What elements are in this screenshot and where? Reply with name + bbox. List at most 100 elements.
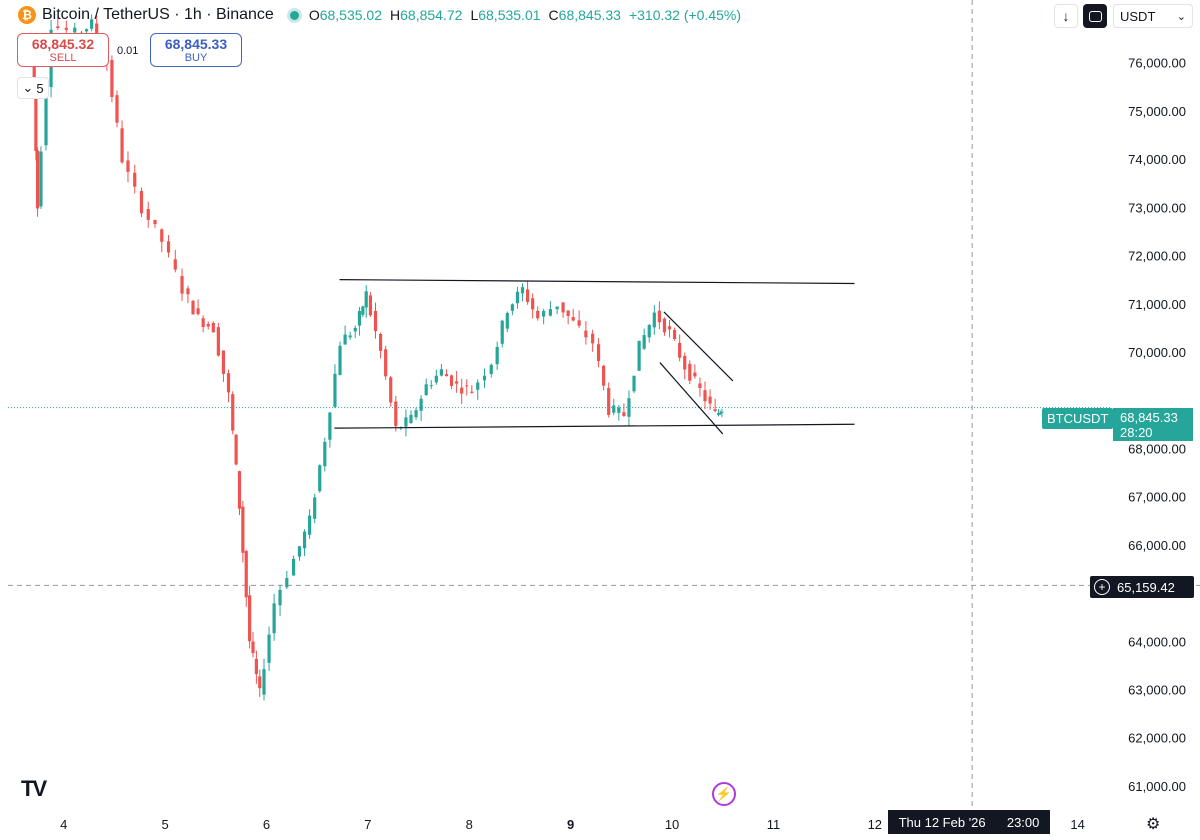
high-value: 68,854.72: [400, 7, 463, 23]
candle-body: [323, 441, 327, 467]
low-label: L: [470, 7, 479, 23]
candle-body: [302, 531, 307, 549]
candle-body: [713, 409, 717, 412]
candle-body: [591, 333, 595, 344]
candle-body: [566, 310, 570, 316]
candle-body: [602, 365, 606, 386]
y-tick-label: 67,000.00: [1128, 490, 1186, 505]
candle-body: [191, 300, 195, 315]
candle-body: [110, 60, 114, 98]
candle-body: [404, 417, 408, 427]
candle-body: [378, 333, 383, 351]
candle-body: [291, 558, 296, 576]
candle-body: [160, 229, 164, 242]
x-tick-label: 10: [665, 817, 679, 832]
download-arrow-button[interactable]: ↓: [1054, 4, 1078, 28]
currency-select[interactable]: USDT ⌄: [1113, 4, 1193, 28]
buy-label: BUY: [184, 51, 208, 64]
candle-body: [285, 578, 289, 588]
candle-body: [196, 308, 200, 315]
candle-body: [318, 465, 322, 492]
candle-body: [667, 326, 672, 330]
candle-body: [234, 434, 238, 465]
x-tick-label: 6: [263, 817, 270, 832]
indicators-collapse-button[interactable]: ⌄ 5: [17, 77, 49, 99]
candle-body: [133, 172, 137, 187]
change-value: +310.32 (+0.45%): [628, 7, 742, 23]
candle-body: [297, 546, 302, 557]
candle-body: [584, 330, 588, 338]
candle-body: [126, 160, 130, 172]
x-tick-label: 4: [60, 817, 67, 832]
channel-lower-line: [659, 362, 724, 435]
crosshair-price-value: 65,159.42: [1117, 579, 1175, 595]
market-open-dot-icon: [289, 10, 299, 20]
candle-body: [703, 390, 707, 402]
x-tick-label: 11: [767, 817, 781, 832]
x-tick-label: 12: [868, 817, 882, 832]
x-tick-label: 7: [364, 817, 371, 832]
candle-body: [139, 190, 144, 214]
y-tick-label: 73,000.00: [1128, 200, 1186, 215]
candle-body: [90, 19, 94, 29]
indicator-count: 5: [36, 80, 44, 96]
settings-gear-icon[interactable]: ⚙: [1146, 816, 1161, 833]
candle-body: [231, 394, 235, 431]
candle-body: [338, 345, 342, 376]
plus-icon[interactable]: +: [1094, 579, 1110, 595]
candle-body: [186, 288, 190, 295]
candle-body: [313, 497, 317, 519]
frame-icon: [1088, 10, 1102, 22]
candle-body: [267, 634, 271, 663]
candle-body: [495, 346, 499, 365]
lightning-icon[interactable]: ⚡: [712, 782, 736, 806]
candle-body: [693, 372, 697, 377]
symbol-title[interactable]: Bitcoin / TetherUS · 1h · Binance: [42, 6, 274, 23]
candle-body: [637, 340, 641, 371]
candle-body: [698, 383, 702, 388]
spread-value: 0.01: [117, 45, 139, 57]
candle-body: [652, 312, 656, 328]
y-tick-label: 64,000.00: [1128, 634, 1186, 649]
candle-body: [419, 398, 423, 411]
candle-body: [343, 334, 347, 345]
candle-body: [278, 589, 282, 606]
crosshair-price-tag[interactable]: + 65,159.42: [1090, 576, 1194, 598]
channel-upper-line: [663, 311, 734, 382]
arrow-down-icon: ↓: [1062, 8, 1070, 24]
candle-body: [206, 323, 210, 327]
candle-body: [115, 95, 119, 123]
candle-body: [429, 385, 433, 387]
candle-body: [627, 398, 631, 417]
close-label: C: [548, 7, 559, 23]
candle-body: [368, 295, 373, 316]
crosshair-date: Thu 12 Feb '26: [898, 814, 986, 830]
candle-body: [389, 377, 393, 403]
candle-body: [510, 304, 514, 311]
fullscreen-button[interactable]: [1083, 4, 1107, 28]
open-value: 68,535.02: [319, 7, 383, 23]
candle-body: [146, 208, 150, 220]
candle-body: [617, 407, 621, 413]
last-price-tag: 68,845.33 28:20: [1113, 408, 1193, 441]
candle-body: [716, 413, 721, 415]
candle-body: [357, 310, 362, 326]
y-tick-label: 62,000.00: [1128, 731, 1186, 746]
y-tick-label: 68,000.00: [1128, 441, 1186, 456]
y-tick-label: 63,000.00: [1128, 682, 1186, 697]
candle-body: [505, 313, 509, 329]
candle-body: [353, 327, 357, 332]
candle-body: [226, 373, 231, 393]
candle-body: [476, 382, 480, 390]
candle-body: [657, 310, 661, 323]
candle-body: [688, 363, 692, 381]
y-tick-label: 66,000.00: [1128, 538, 1186, 553]
candle-body: [254, 658, 258, 675]
sell-label: SELL: [49, 51, 77, 64]
y-tick-label: 74,000.00: [1128, 152, 1186, 167]
tradingview-logo-icon[interactable]: TV: [21, 776, 47, 801]
buy-button[interactable]: 68,845.33 BUY: [150, 33, 242, 67]
range-support-line: [334, 423, 855, 429]
sell-button[interactable]: 68,845.32 SELL: [17, 33, 109, 67]
